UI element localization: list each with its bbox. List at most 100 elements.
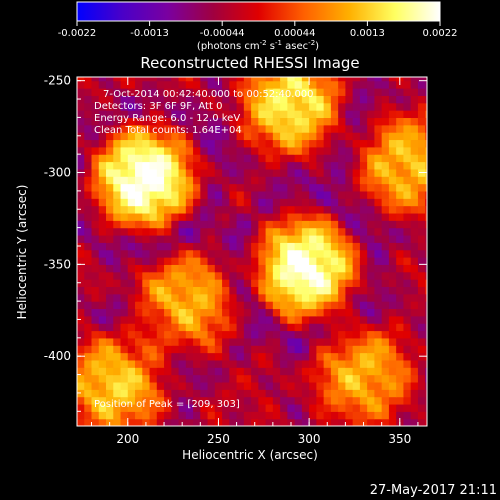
heatmap-cell xyxy=(200,154,209,163)
heatmap-cell xyxy=(417,308,426,317)
heatmap-cell xyxy=(403,146,412,155)
heatmap-cell xyxy=(359,95,368,104)
heatmap-cell xyxy=(142,132,151,141)
heatmap-cell xyxy=(127,198,136,207)
heatmap-cell xyxy=(84,227,93,236)
heatmap-cell xyxy=(381,102,390,111)
heatmap-cell xyxy=(193,381,201,390)
heatmap-cell xyxy=(374,80,383,89)
heatmap-cell xyxy=(142,249,151,258)
heatmap-cell xyxy=(120,212,129,221)
heatmap-cell xyxy=(425,88,427,96)
heatmap-cell xyxy=(193,146,201,155)
heatmap-cell xyxy=(403,102,412,111)
heatmap-cell xyxy=(388,286,397,295)
heatmap-cell xyxy=(396,337,405,346)
heatmap-cell xyxy=(338,168,346,177)
heatmap-cell xyxy=(98,183,107,192)
heatmap-cell xyxy=(214,212,223,221)
heatmap-cell xyxy=(200,132,209,141)
heatmap-cell xyxy=(164,359,172,368)
heatmap-cell xyxy=(127,190,136,199)
heatmap-cell xyxy=(345,403,354,412)
heatmap-cell xyxy=(309,227,317,236)
heatmap-cell xyxy=(301,308,310,317)
heatmap-cell xyxy=(84,190,93,199)
heatmap-cell xyxy=(323,249,332,258)
heatmap-cell xyxy=(345,77,354,82)
heatmap-cell xyxy=(309,330,317,339)
heatmap-cell xyxy=(359,257,368,265)
heatmap-cell xyxy=(135,132,143,141)
heatmap-cell xyxy=(200,249,209,258)
heatmap-cell xyxy=(156,271,165,280)
heatmap-cell xyxy=(113,381,122,390)
heatmap-cell xyxy=(171,154,180,163)
heatmap-cell xyxy=(381,359,390,368)
heatmap-cell xyxy=(272,381,281,390)
heatmap-cell xyxy=(396,381,405,390)
heatmap-cell xyxy=(280,205,288,214)
heatmap-cell xyxy=(91,293,100,302)
heatmap-cell xyxy=(84,212,93,221)
heatmap-cell xyxy=(222,264,230,273)
heatmap-cell xyxy=(142,176,151,185)
heatmap-cell xyxy=(367,146,376,155)
heatmap-cell xyxy=(338,154,346,163)
heatmap-cell xyxy=(98,176,107,185)
heatmap-cell xyxy=(106,279,114,287)
heatmap-cell xyxy=(410,220,419,229)
heatmap-cell xyxy=(149,315,158,324)
heatmap-cell xyxy=(374,168,383,177)
heatmap-cell xyxy=(301,234,310,243)
heatmap-cell xyxy=(425,242,427,251)
heatmap-cell xyxy=(374,352,383,361)
heatmap-cell xyxy=(113,249,122,258)
heatmap-cell xyxy=(142,374,151,383)
heatmap-cell xyxy=(359,411,368,420)
heatmap-cell xyxy=(135,271,143,280)
heatmap-cell xyxy=(316,330,325,339)
heatmap-cell xyxy=(367,403,376,412)
heatmap-cell xyxy=(258,279,267,287)
heatmap-cell xyxy=(396,139,405,148)
heatmap-cell xyxy=(164,367,172,376)
heatmap-cell xyxy=(142,154,151,163)
heatmap-cell xyxy=(323,95,332,104)
heatmap-cell xyxy=(113,110,122,119)
heatmap-cell xyxy=(338,132,346,141)
heatmap-cell xyxy=(207,110,216,119)
heatmap-cell xyxy=(200,80,209,89)
heatmap-cell xyxy=(265,308,274,317)
heatmap-cell xyxy=(91,418,100,426)
heatmap-cell xyxy=(388,139,397,148)
heatmap-cell xyxy=(381,271,390,280)
heatmap-cell xyxy=(272,367,281,376)
heatmap-cell xyxy=(113,161,122,170)
heatmap-cell xyxy=(106,212,114,221)
heatmap-cell xyxy=(410,279,419,287)
heatmap-cell xyxy=(236,330,245,339)
heatmap-cell xyxy=(127,389,136,398)
heatmap-cell xyxy=(207,234,216,243)
heatmap-cell xyxy=(243,418,252,426)
heatmap-cell xyxy=(222,286,230,295)
heatmap-cell xyxy=(98,257,107,265)
heatmap-cell xyxy=(388,301,397,310)
heatmap-cell xyxy=(265,190,274,199)
heatmap-cell xyxy=(185,205,194,214)
heatmap-cell xyxy=(410,132,419,141)
heatmap-cell xyxy=(149,323,158,332)
heatmap-cell xyxy=(243,198,252,207)
heatmap-cell xyxy=(403,110,412,119)
heatmap-cell xyxy=(330,308,339,317)
heatmap-cell xyxy=(84,293,93,302)
heatmap-cell xyxy=(338,190,346,199)
heatmap-cell xyxy=(388,132,397,141)
heatmap-cell xyxy=(316,418,325,426)
heatmap-cell xyxy=(106,367,114,376)
heatmap-cell xyxy=(236,132,245,141)
heatmap-cell xyxy=(258,168,267,177)
heatmap-cell xyxy=(359,301,368,310)
heatmap-cell xyxy=(243,367,252,376)
